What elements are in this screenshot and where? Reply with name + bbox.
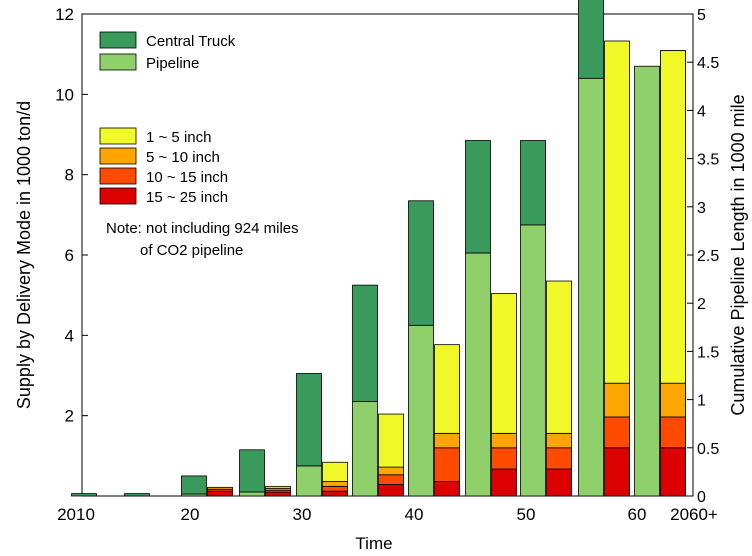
pipeline-length-bar: [546, 447, 572, 470]
supply-bar-central-truck: [408, 200, 434, 326]
y-right-tick-label: 1.5: [697, 344, 719, 361]
supply-bar-pipeline: [352, 401, 378, 497]
pipeline-length-bar: [378, 466, 404, 476]
pipeline-length-bar: [546, 280, 572, 434]
supply-bar-pipeline: [634, 65, 660, 497]
pipeline-length-bar: [434, 481, 460, 497]
x-tick-label: 40: [405, 505, 424, 524]
y-left-tick-label: 6: [65, 246, 74, 265]
pipeline-length-bar: [265, 485, 291, 489]
legend-swatch: [99, 147, 137, 165]
pipeline-length-bar: [604, 382, 630, 418]
pipeline-length-bar: [604, 416, 630, 449]
supply-bar-central-truck: [352, 284, 378, 403]
supply-bar-pipeline: [465, 252, 491, 497]
legend-label: Pipeline: [146, 55, 199, 72]
supply-bar-central-truck: [71, 493, 97, 497]
y-right-tick-label: 0: [697, 489, 706, 506]
x-axis-title: Time: [355, 534, 392, 553]
pipeline-length-bar: [604, 40, 630, 384]
pipeline-length-bar: [491, 447, 517, 470]
x-tick-label: 2010: [57, 505, 95, 524]
legend-label: 15 ~ 25 inch: [146, 189, 228, 206]
pipeline-length-bar: [434, 344, 460, 434]
legend-label: 10 ~ 15 inch: [146, 169, 228, 186]
y-left-tick-label: 2: [65, 407, 74, 426]
x-tick-label: 2060+: [670, 505, 718, 524]
pipeline-length-bar: [378, 484, 404, 497]
legend-swatch: [99, 31, 137, 49]
y-right-tick-label: 1: [697, 393, 706, 410]
pipeline-length-bar: [491, 468, 517, 497]
pipeline-length-bar: [322, 481, 348, 487]
pipeline-length-bar: [660, 50, 686, 384]
pipeline-length-bar: [207, 490, 233, 497]
pipeline-length-bar: [660, 447, 686, 497]
note-line-1: Note: not including 924 miles: [106, 220, 299, 237]
pipeline-length-bar: [322, 490, 348, 497]
supply-bar-pipeline: [578, 77, 604, 497]
y-right-tick-label: 2.5: [697, 248, 719, 265]
legend-swatch: [99, 127, 137, 145]
legend-label: Central Truck: [146, 33, 236, 50]
supply-bar-pipeline: [296, 465, 322, 497]
supply-bar-central-truck: [296, 373, 322, 467]
supply-bar-central-truck: [239, 449, 265, 493]
pipeline-length-bar: [265, 491, 291, 497]
pipeline-length-bar: [660, 416, 686, 449]
pipeline-length-bar: [660, 382, 686, 418]
pipeline-length-bar: [546, 468, 572, 497]
pipeline-length-bar: [491, 432, 517, 449]
y-right-tick-label: 5: [697, 7, 706, 24]
pipeline-length-bar: [322, 461, 348, 482]
y-left-tick-label: 12: [55, 5, 74, 24]
supply-bar-central-truck: [181, 475, 207, 495]
pipeline-length-bar: [207, 486, 233, 490]
y-left-axis-title: Supply by Delivery Mode in 1000 ton/d: [14, 101, 34, 409]
pipeline-length-bar: [378, 413, 404, 468]
y-left-tick-label: 8: [65, 166, 74, 185]
supply-bar-pipeline: [239, 491, 265, 497]
pipeline-length-bar: [604, 447, 630, 497]
supply-bar-central-truck: [578, 0, 604, 79]
pipeline-length-bar: [491, 293, 517, 434]
y-left-tick-label: 10: [55, 85, 74, 104]
note-line-2: of CO2 pipeline: [140, 242, 243, 259]
supply-bar-central-truck: [124, 493, 150, 497]
supply-bar-pipeline: [520, 224, 546, 497]
x-tick-label: 20: [181, 505, 200, 524]
x-tick-label: 60: [628, 505, 647, 524]
legend-label: 5 ~ 10 inch: [146, 149, 220, 166]
supply-bar-central-truck: [520, 140, 546, 226]
legend-swatch: [99, 167, 137, 185]
legend-swatch: [99, 187, 137, 205]
supply-bar-pipeline: [408, 324, 434, 497]
pipeline-length-bar: [434, 432, 460, 449]
x-tick-label: 50: [517, 505, 536, 524]
y-right-axis-title: Cumulative Pipeline Length in 1000 mile: [728, 94, 748, 415]
y-left-tick-label: 4: [65, 326, 74, 345]
y-right-tick-label: 3.5: [697, 152, 719, 169]
pipeline-length-bar: [434, 447, 460, 482]
pipeline-length-bar: [546, 432, 572, 449]
y-right-tick-label: 3: [697, 200, 706, 217]
supply-bar-central-truck: [465, 140, 491, 254]
pipeline-length-bar: [322, 485, 348, 492]
legend-label: 1 ~ 5 inch: [146, 129, 211, 146]
y-right-tick-label: 0.5: [697, 441, 719, 458]
pipeline-length-bar: [378, 474, 404, 485]
x-tick-label: 30: [293, 505, 312, 524]
y-right-tick-label: 4: [697, 103, 706, 120]
y-right-tick-label: 2: [697, 296, 706, 313]
y-right-tick-label: 4.5: [697, 55, 719, 72]
legend-swatch: [99, 53, 137, 71]
